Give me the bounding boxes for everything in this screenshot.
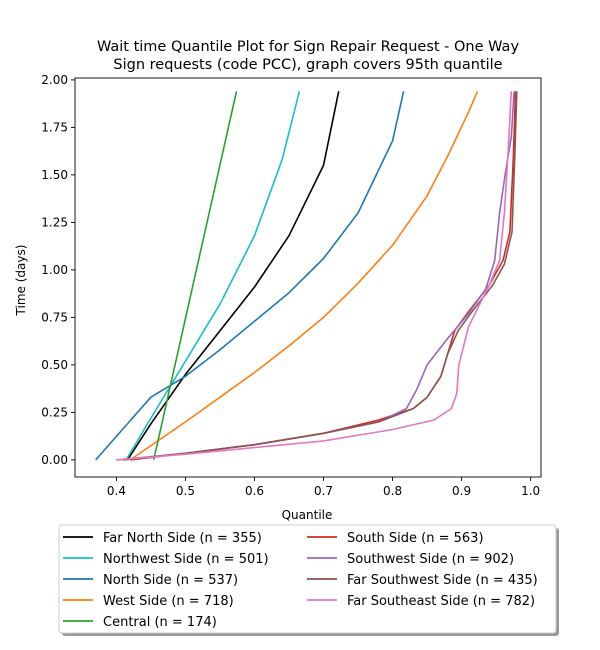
plot-area: 0.4 0.5 0.6 0.7 0.8 0.9 1.0 0.00 0.25 0.50 0.75 1.0… xyxy=(41,73,542,498)
legend-label-9: Far Southeast Side (n = 782) xyxy=(347,594,535,609)
chart-title-line-1: Wait time Quantile Plot for Sign Repair … xyxy=(97,39,519,55)
series-line-8 xyxy=(123,91,518,461)
x-tick-label: 0.5 xyxy=(176,484,195,498)
y-tick-label: 0.75 xyxy=(41,310,68,324)
series-line-6 xyxy=(130,91,517,461)
y-tick-label: 0.00 xyxy=(41,453,68,467)
legend-label-8: Far Southwest Side (n = 435) xyxy=(347,573,538,588)
series-line-4 xyxy=(129,90,479,461)
legend-label-6: South Side (n = 563) xyxy=(347,531,484,546)
x-axis-label: Quantile xyxy=(282,508,333,522)
y-axis-label: Time (days) xyxy=(14,245,28,317)
series-line-5 xyxy=(152,91,238,461)
series-line-3 xyxy=(95,91,405,461)
legend-label-5: Central (n = 174) xyxy=(103,615,217,630)
y-tick-label: 0.50 xyxy=(41,358,68,372)
x-tick-label: 0.9 xyxy=(452,484,471,498)
legend-label-1: Far North Side (n = 355) xyxy=(103,531,262,546)
series-line-2 xyxy=(125,91,301,461)
chart-title-line-2: Sign requests (code PCC), graph covers 9… xyxy=(113,57,502,73)
legend-label-2: Northwest Side (n = 501) xyxy=(103,552,269,567)
y-tick-label: 1.50 xyxy=(41,168,68,182)
y-tick-label: 0.25 xyxy=(41,405,68,419)
y-tick-label: 2.00 xyxy=(41,73,68,87)
series-line-1 xyxy=(126,91,340,461)
series-line-9 xyxy=(116,91,513,461)
x-tick-label: 0.8 xyxy=(383,484,402,498)
legend-label-7: Southwest Side (n = 902) xyxy=(347,552,514,567)
axes-frame xyxy=(74,77,542,478)
series-line-7 xyxy=(116,91,515,461)
x-tick-label: 1.0 xyxy=(521,484,540,498)
x-tick-label: 0.4 xyxy=(107,484,126,498)
x-tick-label: 0.7 xyxy=(314,484,333,498)
legend: Far North Side (n = 355) Northwest Side (… xyxy=(58,524,559,636)
y-tick-label: 1.75 xyxy=(41,120,68,134)
y-tick-label: 1.00 xyxy=(41,263,68,277)
legend-label-4: West Side (n = 718) xyxy=(103,594,234,609)
legend-label-3: North Side (n = 537) xyxy=(103,573,238,588)
x-tick-label: 0.6 xyxy=(245,484,264,498)
y-tick-label: 1.25 xyxy=(41,215,68,229)
